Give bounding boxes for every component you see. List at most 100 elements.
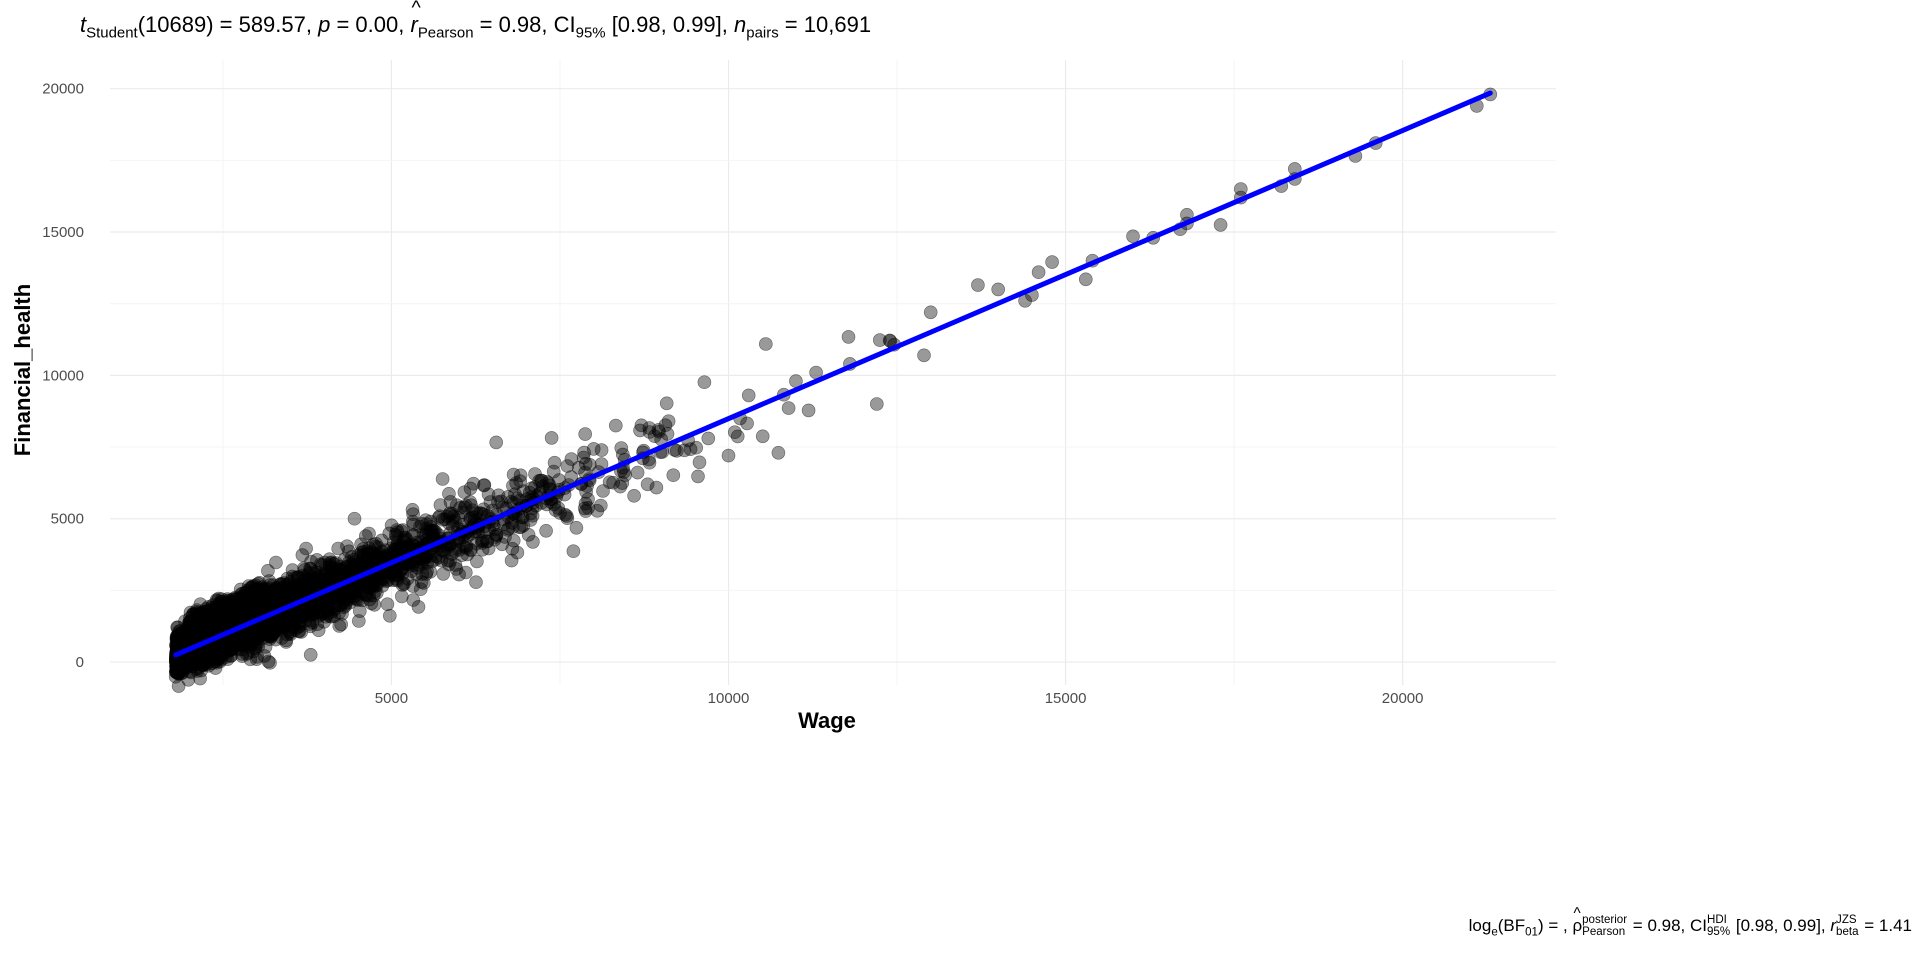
data-point <box>692 455 707 470</box>
x-tick-label: 20000 <box>1382 690 1424 707</box>
data-point <box>432 509 447 524</box>
data-point <box>579 484 593 499</box>
title-r-sub: Pearson <box>417 24 474 42</box>
data-point <box>470 554 484 569</box>
regression-line <box>173 90 1493 658</box>
data-point <box>539 523 553 538</box>
data-point <box>594 443 609 457</box>
data-point <box>614 441 629 455</box>
regression-line-path <box>173 90 1493 658</box>
data-point <box>659 396 674 411</box>
x-axis-title: Wage <box>798 708 856 733</box>
title-t: t <box>80 12 87 37</box>
data-point <box>411 600 426 614</box>
data-point <box>608 418 623 433</box>
data-point <box>526 535 540 549</box>
title-r-val: = 0.98, CI <box>473 12 576 37</box>
data-point <box>469 575 483 590</box>
data-point <box>213 650 228 664</box>
data-point <box>1079 272 1093 287</box>
data-point <box>1031 265 1046 280</box>
data-point <box>235 586 250 601</box>
cap-bf: (BF <box>1497 916 1526 936</box>
cap-bf-sub: 01 <box>1525 926 1538 939</box>
data-point <box>755 429 770 444</box>
y-tick-label: 5000 <box>51 511 84 528</box>
data-point <box>691 469 705 484</box>
cap-rho-sup: posterior <box>1582 914 1628 926</box>
data-point <box>510 545 525 560</box>
data-point <box>841 330 856 344</box>
cap-r-sub: beta <box>1836 925 1859 938</box>
data-point <box>544 431 559 445</box>
data-point <box>869 397 884 411</box>
title-ci-sub: 95% <box>575 24 606 42</box>
data-point <box>261 563 275 578</box>
data-point <box>1126 229 1140 244</box>
data-point <box>299 541 313 556</box>
data-point <box>991 282 1006 297</box>
cap-ci-sub: 95% <box>1707 925 1731 938</box>
data-point <box>303 562 318 576</box>
title-p: p <box>318 12 331 37</box>
data-point <box>741 388 756 403</box>
y-tick-label: 20000 <box>42 81 84 98</box>
data-point <box>205 616 220 630</box>
data-point <box>303 647 318 662</box>
cap-bf-end: ) = , <box>1537 916 1573 936</box>
title-p-val: = 0.00, <box>330 12 411 37</box>
data-point <box>489 435 504 450</box>
title-n: n <box>734 12 747 37</box>
cap-rho: ρ <box>1572 905 1582 936</box>
x-tick-label: 10000 <box>708 690 750 707</box>
data-point <box>721 448 736 463</box>
data-point <box>465 503 480 518</box>
data-point <box>553 506 567 520</box>
data-point <box>640 477 655 492</box>
data-point <box>506 467 521 482</box>
title-t-sub: Student <box>86 24 138 42</box>
data-point <box>388 542 403 557</box>
data-point <box>758 337 773 351</box>
cap-ci-val: [0.98, 0.99], <box>1731 916 1831 936</box>
data-point <box>500 522 515 537</box>
chart-title: tStudent(10689) = 589.57, p = 0.00, rPea… <box>80 0 871 42</box>
data-point <box>771 445 786 460</box>
title-df: (10689) = 589.57, <box>137 12 319 37</box>
title-ci-val: [0.98, 0.99], <box>605 12 735 37</box>
data-point <box>971 278 985 292</box>
data-point <box>435 472 450 486</box>
y-tick-label: 10000 <box>42 367 84 384</box>
data-point <box>661 414 676 429</box>
data-point <box>394 589 409 604</box>
data-point <box>564 452 579 466</box>
data-point <box>384 518 399 533</box>
data-point <box>666 468 681 483</box>
data-point <box>501 490 515 504</box>
title-r: r <box>410 0 421 38</box>
data-point <box>534 473 548 488</box>
data-point <box>475 536 490 550</box>
data-point <box>647 429 662 444</box>
grid <box>110 60 1556 685</box>
data-point <box>627 488 641 503</box>
data-point <box>730 429 745 444</box>
data-point <box>351 593 366 607</box>
data-point <box>347 511 362 526</box>
data-point <box>331 541 346 556</box>
data-point <box>923 305 938 320</box>
data-point <box>247 595 261 610</box>
data-point <box>453 501 467 515</box>
cap-rho-val: = 0.98, CI <box>1628 916 1707 936</box>
data-point <box>249 652 264 667</box>
cap-log: log <box>1468 916 1492 936</box>
data-point <box>701 431 716 446</box>
data-point <box>413 582 428 597</box>
data-point <box>740 416 754 431</box>
data-point <box>578 496 593 511</box>
data-point <box>460 547 475 562</box>
data-point <box>442 486 456 501</box>
data-point <box>193 671 207 686</box>
data-point <box>322 558 337 573</box>
